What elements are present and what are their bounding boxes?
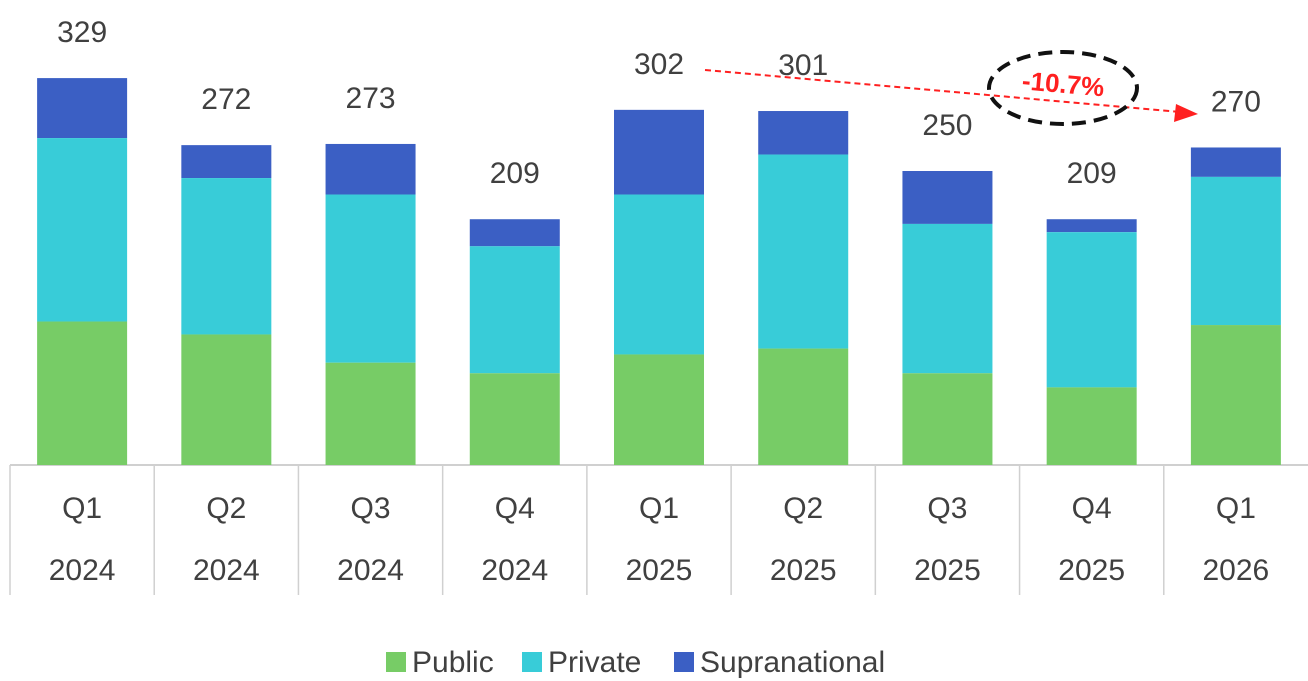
bar-segment <box>1190 176 1281 326</box>
arrow-head <box>1174 104 1198 122</box>
bar-segment <box>758 154 849 349</box>
x-tick-label: Q4 <box>1072 492 1112 525</box>
x-tick-label: Q1 <box>639 492 679 525</box>
legend-swatch <box>674 652 694 672</box>
bar-segment <box>614 109 704 195</box>
legend-label: Public <box>412 646 494 679</box>
annotation-circle <box>987 50 1139 126</box>
bar-segment <box>614 354 704 465</box>
x-tick-label: Q4 <box>495 492 535 525</box>
bar-segment <box>1190 325 1281 465</box>
bar-segment <box>181 145 272 179</box>
legend-label: Supranational <box>700 646 885 679</box>
total-label: 272 <box>201 83 251 116</box>
bar-segment <box>614 194 704 355</box>
x-tick-label: 2024 <box>481 554 548 587</box>
x-tick-label: 2025 <box>1058 554 1125 587</box>
bar-segment <box>902 373 993 465</box>
x-tick-label: 2025 <box>626 554 693 587</box>
x-tick-label: Q3 <box>351 492 391 525</box>
total-label: 329 <box>57 16 107 49</box>
bar-segment <box>902 223 993 374</box>
bar-segment <box>37 138 128 322</box>
x-tick-label: Q1 <box>62 492 102 525</box>
bar-segment <box>181 334 272 465</box>
x-tick-label: 2026 <box>1203 554 1270 587</box>
total-label: 250 <box>922 109 972 142</box>
bar-segment <box>469 373 560 465</box>
x-tick-label: Q2 <box>783 492 823 525</box>
total-label: 209 <box>490 157 540 190</box>
x-tick-label: 2024 <box>193 554 260 587</box>
bar-segment <box>181 178 272 335</box>
bar-segment <box>758 348 849 465</box>
bar-segment <box>325 362 416 465</box>
x-tick-label: 2024 <box>337 554 404 587</box>
bar-segment <box>469 219 560 247</box>
total-label: 270 <box>1211 85 1261 118</box>
bar-segment <box>37 321 128 465</box>
annotation: -10.7% <box>1021 65 1106 102</box>
total-label: 302 <box>634 48 684 81</box>
bar-segment <box>1046 387 1137 465</box>
bar-segment <box>469 246 560 374</box>
x-tick-label: 2025 <box>770 554 837 587</box>
x-tick-label: Q2 <box>206 492 246 525</box>
bar-segment <box>325 143 416 195</box>
total-label: 209 <box>1067 157 1117 190</box>
bar-segment <box>37 78 128 139</box>
bar-segment <box>1046 219 1137 233</box>
bar-segment <box>1046 232 1137 388</box>
legend-label: Private <box>548 646 641 679</box>
bar-segment <box>902 171 993 224</box>
bar-segment <box>758 111 849 155</box>
x-tick-label: 2025 <box>914 554 981 587</box>
x-tick-label: Q1 <box>1216 492 1256 525</box>
legend-swatch <box>386 652 406 672</box>
bar-segment <box>325 194 416 363</box>
x-tick-label: 2024 <box>49 554 116 587</box>
legend-swatch <box>522 652 542 672</box>
bar-segment <box>1190 147 1281 177</box>
x-tick-label: Q3 <box>927 492 967 525</box>
total-label: 273 <box>346 82 396 115</box>
trend-arrow <box>704 69 1181 113</box>
